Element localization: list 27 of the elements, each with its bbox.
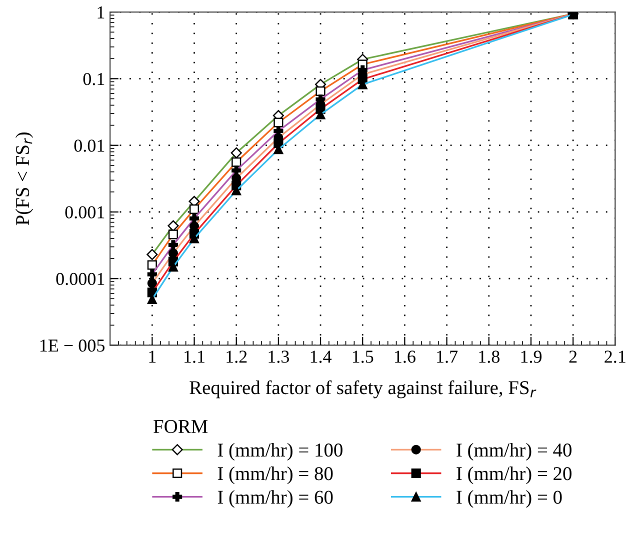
x-tick-label: 1.2 [226, 350, 247, 363]
legend-title: FORM [154, 420, 208, 434]
y-tick-label: 1 [98, 6, 104, 18]
x-tick-label: 1.9 [521, 350, 542, 363]
x-tick-label: 1.6 [395, 350, 416, 363]
y-tick-label: 0.01 [74, 140, 104, 152]
x-tick-label: 1.1 [184, 350, 204, 363]
legend-label: I (mm/hr) = 80 [218, 466, 333, 484]
legend-label: I (mm/hr) = 40 [456, 442, 572, 461]
y-tick-label: 0.1 [83, 72, 104, 86]
y-axis-title: P(FS < FS$_{r}$) [15, 132, 34, 226]
legend-label: I (mm/hr) = 100 [218, 442, 342, 461]
x-tick-label: 1.4 [310, 350, 332, 363]
x-tick-label: 1 [149, 350, 156, 363]
y-tick-label: 1E − 005 [40, 339, 105, 352]
legend-label: I (mm/hr) = 20 [456, 466, 572, 484]
legend-label: I (mm/hr) = 60 [218, 490, 333, 508]
x-tick-label: 1.5 [352, 350, 374, 363]
x-tick-label: 2 [569, 350, 577, 363]
x-axis-title: Required factor of safety against failure, FS$_{r}$ [190, 380, 536, 398]
x-tick-label: 1.8 [479, 350, 500, 363]
y-tick-label: 0.0001 [56, 272, 104, 286]
legend-label: I (mm/hr) = 0 [456, 490, 562, 508]
x-tick-label: 2.1 [604, 350, 626, 363]
x-tick-label: 1.3 [268, 350, 290, 363]
x-tick-label: 1.7 [437, 350, 458, 363]
y-tick-label: 0.001 [65, 206, 104, 218]
